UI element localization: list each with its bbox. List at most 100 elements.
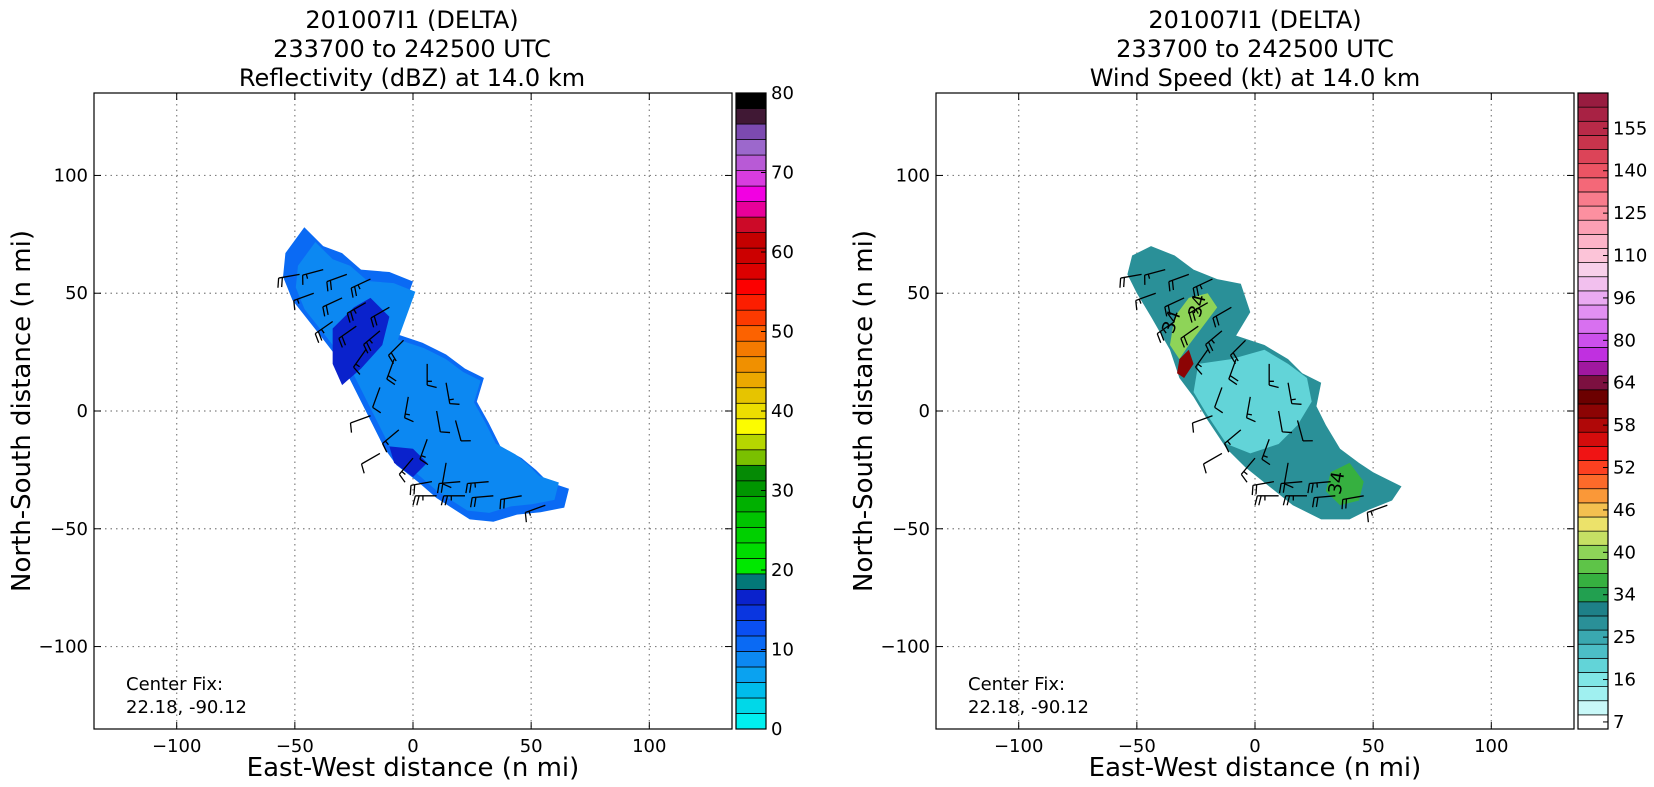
y-tick-label: −100 [881, 637, 930, 658]
wind-barb [1262, 439, 1270, 464]
colorbar-tick-label: 125 [1613, 203, 1647, 224]
x-axis-label: East-West distance (n mi) [247, 753, 580, 783]
wind-barb [1283, 496, 1307, 505]
title-line: 201007I1 (DELTA) [1148, 6, 1361, 34]
colorbar-cell [1577, 92, 1609, 108]
colorbar-cell [735, 92, 767, 109]
colorbar-cell [735, 309, 767, 327]
wind-barb [437, 411, 450, 433]
y-tick-label: 0 [919, 401, 930, 422]
y-tick-label: −50 [50, 519, 88, 540]
wind-barb [410, 482, 432, 495]
wind-barb [339, 326, 356, 347]
colorbar-cell [735, 713, 767, 730]
wind-speed-panel: 201007I1 (DELTA) 233700 to 242500 UTC Wi… [849, 6, 1647, 783]
wind-barb [1280, 482, 1303, 493]
wind-barb [1255, 496, 1279, 505]
reflectivity-panel: 201007I1 (DELTA) 233700 to 242500 UTC Re… [7, 6, 794, 783]
colorbar-cell [1577, 149, 1609, 165]
colorbar-cell [735, 418, 767, 435]
colorbar-cell [735, 573, 767, 590]
colorbar-tick-label: 60 [771, 242, 794, 263]
colorbar-cell [735, 666, 767, 683]
reflectivity-plot-area [94, 93, 732, 729]
y-axis-label: North-South distance (n mi) [7, 230, 37, 592]
wind-barb [373, 387, 381, 412]
title-line: Reflectivity (dBZ) at 14.0 km [239, 64, 585, 92]
wind-barb [1181, 326, 1198, 347]
colorbar-cell [1577, 177, 1609, 193]
title-line: 201007I1 (DELTA) [305, 6, 518, 34]
colorbar-cell [735, 278, 767, 296]
x-tick-label: −100 [152, 736, 201, 757]
wind-barb [1196, 350, 1208, 375]
wind-barb [1225, 430, 1241, 452]
colorbar-tick-label: 58 [1613, 415, 1636, 436]
wind-barb [1308, 482, 1331, 493]
x-tick-label: 50 [1362, 736, 1385, 757]
colorbar-tick-label: 155 [1613, 118, 1647, 139]
y-tick-label: 50 [65, 283, 88, 304]
y-tick-label: −100 [39, 637, 88, 658]
wind-barb [1342, 496, 1364, 509]
wind-barb [1213, 307, 1231, 327]
wind-barb [1157, 321, 1174, 342]
wind-barb [1193, 279, 1212, 297]
wind-barb [354, 350, 366, 375]
contour-label: 34 [1325, 470, 1350, 496]
wind-barb [442, 463, 451, 488]
x-tick-label: 0 [1249, 736, 1260, 757]
colorbar-cell [1577, 135, 1609, 150]
wind-barb [500, 496, 522, 509]
colorbar-tick-label: 46 [1613, 500, 1636, 521]
colorbar-tick-label: 52 [1613, 458, 1636, 479]
y-tick-label: 100 [54, 165, 88, 186]
colorbar-cell [1577, 530, 1609, 546]
y-tick-label: −50 [892, 519, 930, 540]
x-tick-label: 100 [632, 736, 666, 757]
colorbar-cell [735, 449, 767, 466]
wind-barb [471, 496, 494, 507]
colorbar-cell [1577, 318, 1609, 334]
colorbar-cell [1577, 686, 1609, 702]
colorbar-cell [735, 185, 767, 202]
colorbar-tick-label: 80 [1613, 330, 1636, 351]
colorbar-cell [1577, 643, 1609, 659]
wind-barb [278, 274, 300, 287]
colorbar-cell [735, 356, 767, 373]
colorbar-cell [735, 139, 767, 156]
colorbar-cell [1577, 219, 1609, 235]
colorbar-tick-label: 0 [771, 719, 782, 740]
colorbar-tick-label: 7 [1613, 712, 1624, 733]
colorbar-cell [735, 682, 767, 699]
colorbar-cell [735, 697, 767, 714]
wind-barb [438, 482, 461, 493]
colorbar-tick-label: 50 [771, 322, 794, 343]
wind-barb [1241, 458, 1255, 482]
colorbar-cell [735, 495, 767, 513]
wind-barb [387, 359, 396, 384]
colorbar-tick-label: 140 [1613, 161, 1647, 182]
colorbar-cell [735, 371, 767, 389]
colorbar-cell [1577, 601, 1609, 617]
colorbar-cell [735, 108, 767, 125]
wind-barb [1189, 303, 1207, 323]
y-tick-label: 100 [896, 165, 930, 186]
wind-barb [1252, 482, 1274, 495]
center-fix-value: 22.18, -90.12 [126, 697, 247, 718]
colorbar-cell [1577, 262, 1609, 278]
wind-barb [1247, 397, 1256, 422]
colorbar-cell [735, 526, 767, 544]
colorbar-cell [1577, 191, 1609, 207]
colorbar-tick-label: 40 [771, 401, 794, 422]
wind-barb [1298, 420, 1313, 440]
wind-barb [399, 458, 413, 482]
reflectivity-core [389, 446, 428, 477]
wind-barb [315, 321, 332, 342]
colorbar-cell [1577, 276, 1609, 292]
wind-barb [446, 383, 459, 405]
colorbar-cell [735, 201, 767, 218]
wind-barbs [278, 270, 545, 522]
colorbar-tick-label: 40 [1613, 542, 1636, 563]
